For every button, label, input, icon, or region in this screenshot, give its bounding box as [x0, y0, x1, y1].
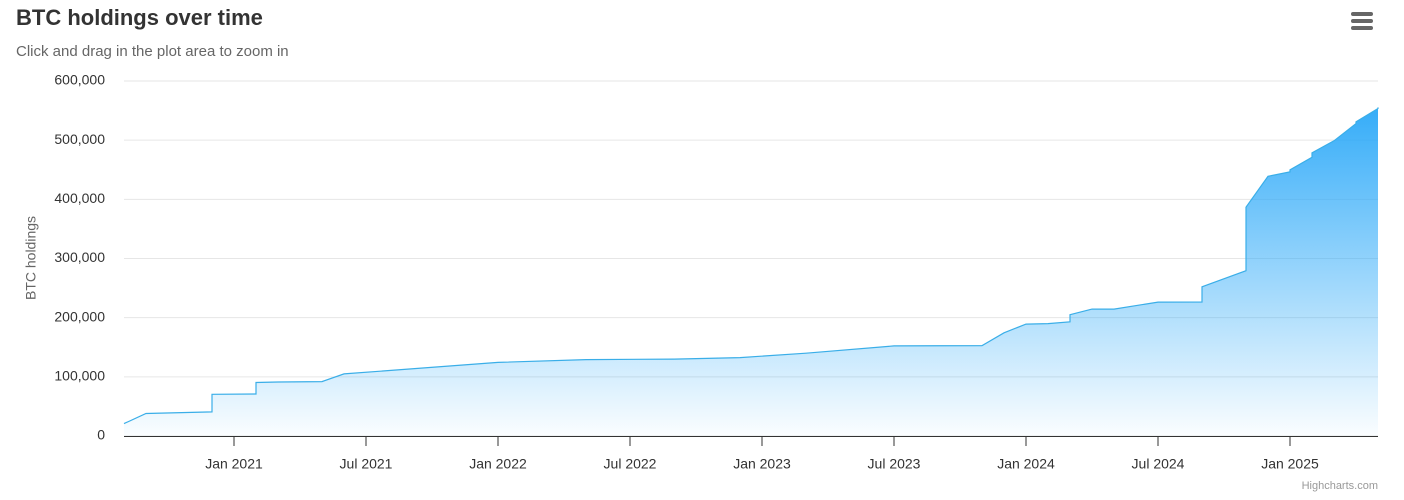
plot-area: [123, 107, 1379, 437]
menu-bar[interactable]: [1351, 19, 1373, 23]
x-tick-label: Jul 2021: [340, 456, 393, 472]
x-tick-label: Jan 2023: [733, 456, 791, 472]
area-fill: [124, 107, 1378, 437]
x-tick-label: Jan 2025: [1261, 456, 1319, 472]
y-tick-label: 200,000: [54, 308, 105, 324]
menu-bar[interactable]: [1351, 26, 1373, 30]
x-tick-label: Jul 2023: [868, 456, 921, 472]
x-tick-label: Jul 2024: [1132, 456, 1185, 472]
x-tick-label: Jan 2022: [469, 456, 527, 472]
chart-title: BTC holdings over time: [16, 5, 263, 30]
y-tick-label: 0: [97, 427, 105, 443]
axes: 0 100,000 200,000 300,000 400,000 500,000 600,…: [54, 72, 1378, 472]
area-line: [123, 107, 1379, 425]
y-tick-label: 100,000: [54, 368, 105, 384]
y-tick-label: 500,000: [54, 131, 105, 147]
credits: Highcharts.com: [1302, 480, 1378, 492]
x-tick-label: Jul 2022: [604, 456, 657, 472]
grid: [124, 80, 1378, 437]
menu-bar[interactable]: [1351, 12, 1373, 16]
y-tick-label: 400,000: [54, 190, 105, 206]
y-tick-label: 600,000: [54, 72, 105, 88]
y-tick-label: 300,000: [54, 249, 105, 265]
menu-button[interactable]: [1351, 12, 1373, 30]
x-tick-label: Jan 2024: [997, 456, 1055, 472]
chart-subtitle: Click and drag in the plot area to zoom …: [16, 43, 289, 60]
y-axis-label: BTC holdings: [23, 216, 39, 300]
x-tick-label: Jan 2021: [205, 456, 263, 472]
